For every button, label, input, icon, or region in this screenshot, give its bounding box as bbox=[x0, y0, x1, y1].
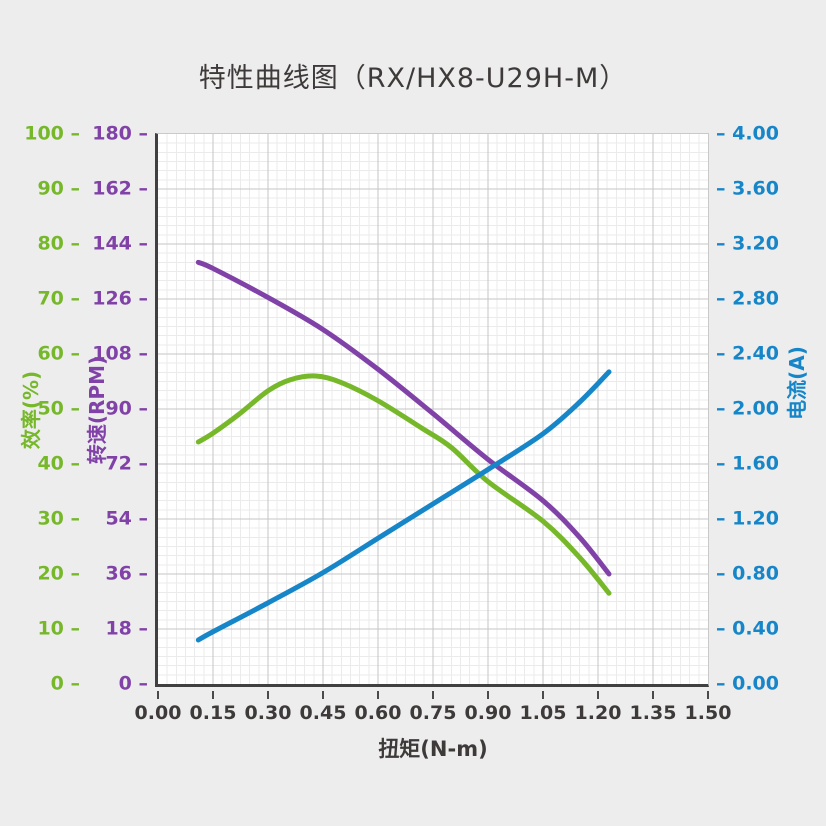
y-axis-current-ticks: – 4.00 – 3.60 – 3.20 – 2.80 – 2.40 – 2.00 – 1.… bbox=[716, 124, 811, 693]
efficiency-tick-label: 10 – bbox=[37, 617, 80, 640]
speed-curve bbox=[195, 259, 612, 577]
efficiency-curve bbox=[195, 373, 612, 596]
efficiency-tick-label: 90 – bbox=[37, 177, 80, 200]
x-tick-label: 1.05 bbox=[519, 702, 567, 724]
speed-tick-label: 18 – bbox=[105, 617, 148, 640]
y-axis-title-current: 电流(A) bbox=[785, 346, 809, 420]
x-tick-mark bbox=[487, 691, 489, 699]
current-tick-label: – 0.80 bbox=[716, 562, 779, 585]
speed-tick-label: 126 – bbox=[92, 287, 148, 310]
speed-tick-label: 144 – bbox=[92, 232, 148, 255]
plot-area bbox=[155, 133, 709, 687]
y-axis-efficiency-ticks: 100 – 90 – 80 – 70 – 60 – 50 – 40 – 30 – 20 – 10 … bbox=[10, 124, 80, 693]
x-tick-mark bbox=[267, 691, 269, 699]
x-tick-label: 0.60 bbox=[354, 702, 402, 724]
speed-tick-label: 54 – bbox=[105, 507, 148, 530]
x-tick-label: 1.20 bbox=[574, 702, 622, 724]
current-tick-label: – 4.00 bbox=[716, 122, 779, 145]
x-tick-mark bbox=[432, 691, 434, 699]
speed-tick-label: 180 – bbox=[92, 122, 148, 145]
x-tick-label: 1.35 bbox=[629, 702, 677, 724]
current-tick-label: – 2.00 bbox=[716, 397, 779, 420]
efficiency-tick-label: 40 – bbox=[37, 452, 80, 475]
x-tick-mark bbox=[652, 691, 654, 699]
y-axis-title-efficiency: 效率(%) bbox=[19, 370, 43, 450]
x-tick-mark bbox=[377, 691, 379, 699]
x-tick-mark bbox=[157, 691, 159, 699]
efficiency-tick-label: 30 – bbox=[37, 507, 80, 530]
speed-tick-label: 0 – bbox=[118, 672, 148, 695]
x-tick-label: 0.45 bbox=[299, 702, 347, 724]
x-tick-mark bbox=[542, 691, 544, 699]
x-tick-mark bbox=[707, 691, 709, 699]
efficiency-tick-label: 80 – bbox=[37, 232, 80, 255]
current-tick-label: – 0.00 bbox=[716, 672, 779, 695]
efficiency-tick-label: 70 – bbox=[37, 287, 80, 310]
x-tick-label: 0.00 bbox=[134, 702, 182, 724]
current-tick-label: – 3.20 bbox=[716, 232, 779, 255]
efficiency-tick-label: 60 – bbox=[37, 342, 80, 365]
efficiency-tick-label: 20 – bbox=[37, 562, 80, 585]
current-tick-label: – 1.20 bbox=[716, 507, 779, 530]
speed-tick-label: 162 – bbox=[92, 177, 148, 200]
x-tick-label: 0.90 bbox=[464, 702, 512, 724]
x-axis-title: 扭矩(N-m) bbox=[378, 737, 488, 761]
efficiency-tick-label: 50 – bbox=[37, 397, 80, 420]
x-tick-label: 0.15 bbox=[189, 702, 237, 724]
x-tick-mark bbox=[322, 691, 324, 699]
x-tick-label: 0.30 bbox=[244, 702, 292, 724]
speed-tick-label: 108 – bbox=[92, 342, 148, 365]
efficiency-tick-label: 0 – bbox=[50, 672, 80, 695]
x-tick-mark bbox=[212, 691, 214, 699]
page-title: 特性曲线图（RX/HX8-U29H-M） bbox=[198, 63, 628, 94]
y-axis-title-speed: 转速(RPM) bbox=[85, 355, 109, 465]
current-tick-label: – 1.60 bbox=[716, 452, 779, 475]
current-tick-label: – 0.40 bbox=[716, 617, 779, 640]
x-axis-tick-labels: 0.00 0.15 0.30 0.45 0.60 0.75 0.90 1.05 1.20 1.35… bbox=[135, 702, 732, 726]
current-tick-label: – 2.80 bbox=[716, 287, 779, 310]
speed-tick-label: 90 – bbox=[105, 397, 148, 420]
speed-tick-label: 36 – bbox=[105, 562, 148, 585]
x-tick-mark bbox=[597, 691, 599, 699]
speed-tick-label: 72 – bbox=[105, 452, 148, 475]
x-tick-label: 0.75 bbox=[409, 702, 457, 724]
x-tick-label: 1.50 bbox=[684, 702, 732, 724]
current-tick-label: – 2.40 bbox=[716, 342, 779, 365]
current-tick-label: – 3.60 bbox=[716, 177, 779, 200]
y-axis-speed-ticks: 180 – 162 – 144 – 126 – 108 – 90 – 72 – 54 – 36 … bbox=[90, 124, 148, 693]
chart-canvas bbox=[158, 134, 708, 684]
current-curve bbox=[195, 369, 612, 643]
x-axis-tick-marks bbox=[157, 691, 709, 699]
efficiency-tick-label: 100 – bbox=[24, 122, 80, 145]
